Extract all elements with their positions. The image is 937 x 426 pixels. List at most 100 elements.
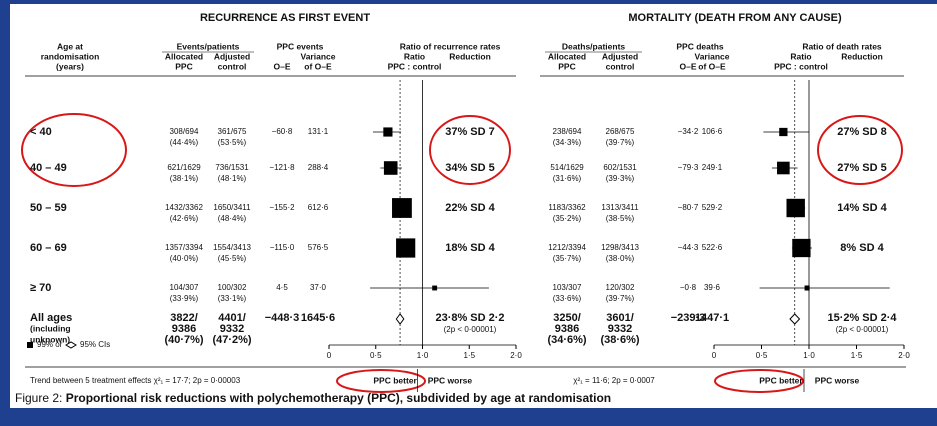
square	[383, 127, 393, 137]
column-header: control	[218, 61, 247, 71]
row-label: (including	[30, 323, 71, 333]
row-label: < 40	[30, 126, 52, 138]
cell: (39·3%)	[606, 174, 635, 183]
legend-text: 95% CIs	[80, 340, 110, 349]
cell: 1212/3394	[548, 243, 586, 252]
cell: 104/307	[170, 283, 199, 292]
cell: (39·7%)	[606, 138, 635, 147]
x-tick-label: 0	[712, 351, 717, 360]
cell: (34·3%)	[553, 138, 582, 147]
cell: −239·3	[671, 312, 706, 324]
column-header: Reduction	[841, 51, 883, 61]
caption-text: Proportional risk reductions with polych…	[66, 391, 611, 405]
reduction: 23·8% SD 2·2	[435, 312, 504, 324]
diamond	[789, 313, 801, 325]
cell: (34·6%)	[547, 334, 586, 346]
reduction: 22% SD 4	[445, 202, 495, 214]
x-tick-label: 1·0	[803, 351, 815, 360]
p-value: (2p < 0·00001)	[836, 325, 889, 334]
column-header: Variance	[301, 51, 336, 61]
cell: (31·6%)	[553, 174, 582, 183]
reduction: 8% SD 4	[840, 242, 884, 254]
cell: 522·6	[702, 243, 723, 252]
cell: 3822/	[170, 312, 198, 324]
column-header: O–E	[273, 61, 290, 71]
panel-title: MORTALITY (DEATH FROM ANY CAUSE)	[628, 12, 842, 24]
cell: 1298/3413	[601, 243, 639, 252]
x-tick-label: 2·0	[898, 351, 910, 360]
reduction: 27% SD 5	[837, 162, 887, 174]
circle	[817, 115, 903, 185]
reduction: 14% SD 4	[837, 202, 887, 214]
cell: 9386	[172, 323, 196, 335]
x-tick-label: 2·0	[510, 351, 522, 360]
column-header: of O–E	[304, 61, 332, 71]
column-header: randomisation	[41, 51, 100, 61]
reduction: 37% SD 7	[445, 126, 495, 138]
cell: (40·0%)	[170, 254, 199, 263]
square	[792, 238, 811, 258]
cell: 1645·6	[301, 312, 335, 324]
column-header: Deaths/patients	[562, 41, 626, 51]
cell: 736/1531	[215, 163, 249, 172]
cell: 131·1	[308, 127, 329, 136]
cell: (38·6%)	[600, 334, 639, 346]
cell: 39·6	[704, 283, 721, 292]
cell: 1183/3362	[548, 203, 586, 212]
cell: 3250/	[553, 312, 581, 324]
cell: 1432/3362	[165, 203, 203, 212]
column-header: O–E	[679, 61, 696, 71]
circle	[714, 369, 804, 393]
cell: 288·4	[308, 163, 329, 172]
column-header: Adjusted	[214, 51, 250, 61]
column-header: Events/patients	[177, 41, 240, 51]
p-value: (2p < 0·00001)	[444, 325, 497, 334]
cell: (42·6%)	[170, 214, 199, 223]
cell: (53·5%)	[218, 138, 247, 147]
cell: (39·7%)	[606, 294, 635, 303]
annotations	[21, 113, 903, 393]
cell: 529·2	[702, 203, 723, 212]
circle	[21, 113, 127, 187]
legend-diamond	[65, 341, 77, 349]
cell: 9332	[220, 323, 244, 335]
cell: −0·8	[680, 283, 697, 292]
cell: 3601/	[606, 312, 634, 324]
paper	[10, 4, 937, 408]
square	[786, 198, 805, 218]
row-label: unknown)	[30, 334, 70, 344]
x-tick-label: 1·5	[851, 351, 863, 360]
cell: 268/675	[606, 127, 635, 136]
column-header: Age at	[57, 41, 83, 51]
column-header: Reduction	[449, 51, 491, 61]
column-header: control	[606, 61, 635, 71]
cell: −448·3	[265, 312, 300, 324]
cell: 1357/3394	[165, 243, 203, 252]
reduction: 27% SD 8	[837, 126, 887, 138]
cell: 1447·1	[695, 312, 729, 324]
cell: (35·7%)	[553, 254, 582, 263]
cell: 37·0	[310, 283, 327, 292]
column-header: Allocated	[548, 51, 586, 61]
cell: (48·1%)	[218, 174, 247, 183]
cell: 1313/3411	[601, 203, 639, 212]
direction-label: PPC worse	[428, 375, 473, 385]
diamond	[395, 313, 405, 325]
cell: −155·2	[269, 203, 295, 212]
caption-label: Figure 2:	[15, 391, 62, 405]
x-tick-label: 1·0	[417, 351, 429, 360]
cell: −44·3	[678, 243, 699, 252]
cell: (33·1%)	[218, 294, 247, 303]
cell: (45·5%)	[218, 254, 247, 263]
cell: 1554/3413	[213, 243, 251, 252]
cell: 4·5	[276, 283, 288, 292]
column-header: PPC	[558, 61, 575, 71]
cell: (38·0%)	[606, 254, 635, 263]
trend-text: Trend between 5 treatment effects χ²₁ = …	[30, 376, 241, 385]
row-label: ≥ 70	[30, 282, 51, 294]
cell: 4401/	[218, 312, 246, 324]
trend-text: χ²₁ = 11·6; 2p = 0·0007	[573, 376, 655, 385]
x-tick-label: 1·5	[463, 351, 475, 360]
cell: 602/1531	[603, 163, 637, 172]
legend-text: 99% or	[37, 340, 63, 349]
